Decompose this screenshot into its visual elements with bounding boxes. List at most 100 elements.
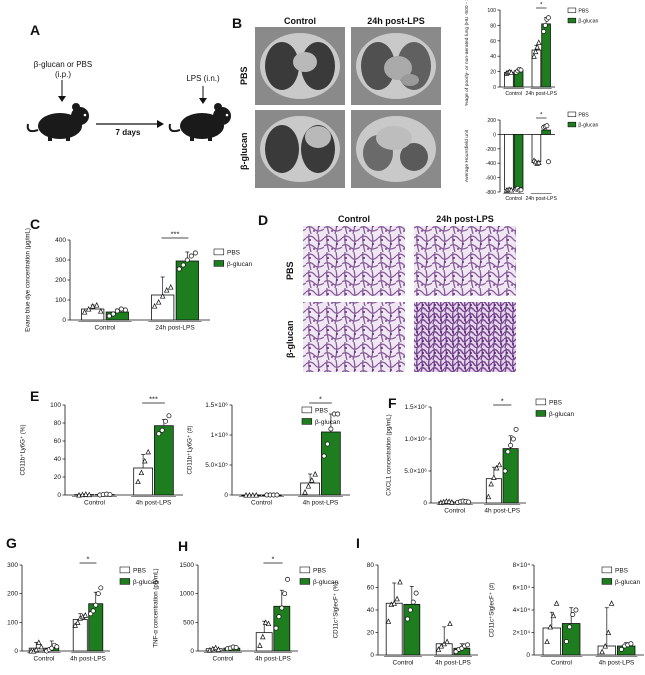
y-tick-label: 1×10⁶	[211, 432, 229, 439]
x-tick-label: Control	[551, 660, 573, 667]
legend-swatch-pbs	[535, 398, 547, 406]
data-point-bglucan	[110, 311, 116, 317]
data-point-pbs	[97, 308, 104, 314]
panel-letter-h: H	[178, 538, 189, 554]
y-tick-label: 60	[367, 585, 375, 592]
data-point-bglucan	[163, 418, 169, 424]
chart-g: 0100200300IL-6 concentration (pg/mL)Cont…	[7, 555, 158, 663]
data-point-pbs	[534, 43, 540, 50]
legend-swatch-pbs	[119, 566, 131, 574]
legend-label-bglucan: β-glucan	[578, 19, 598, 25]
data-point-bglucan	[570, 612, 576, 617]
data-point-pbs	[163, 287, 170, 293]
x-tick-label: Control	[505, 91, 522, 97]
data-point-bglucan	[274, 492, 280, 498]
y-tick-label: 4×10⁴	[513, 607, 531, 614]
chart-i2: 0 2×10⁴ 4×10⁴ 6×10⁴ 8×10⁴ CD11c⁺SiglecF⁺ (#) C…	[489, 562, 644, 667]
histology-column-header-lps: 24h post-LPS	[436, 214, 494, 224]
panel-letter-b: B	[232, 15, 243, 31]
data-point-pbs	[493, 464, 500, 471]
histology-column-header-control: Control	[338, 214, 370, 224]
data-point-pbs	[36, 639, 42, 645]
y-tick-label: 20	[490, 70, 496, 76]
data-point-bglucan	[176, 266, 182, 272]
ct-image-pbs-lps	[351, 27, 441, 105]
y-tick-label: 60	[490, 39, 496, 45]
y-tick-label: -800	[486, 190, 496, 196]
data-point-pbs	[547, 623, 554, 630]
data-point-pbs	[215, 646, 222, 652]
data-point-pbs	[394, 595, 400, 602]
schematic-challenge-label: LPS (i.n.)	[186, 74, 220, 83]
data-point-pbs	[536, 159, 542, 166]
y-tick-label: 80	[490, 23, 496, 29]
bar-pbs	[531, 133, 542, 163]
x-tick-label: Control	[251, 500, 273, 507]
chart-c: 0 100 200 300 400 Evans blue dye concentratio…	[25, 228, 253, 332]
data-point-bglucan	[180, 262, 186, 268]
y-axis-label: TNF-α concentration (pg/mL)	[153, 568, 160, 647]
legend-swatch-bglucan	[535, 410, 547, 417]
data-point-pbs	[167, 284, 174, 290]
bar-pbs	[485, 478, 502, 504]
data-point-bglucan	[405, 616, 410, 622]
legend-label-pbs: PBS	[578, 8, 589, 14]
schematic-timeline-arrowhead	[157, 120, 164, 128]
x-tick-label: 4h post-LPS	[136, 500, 172, 507]
data-point-pbs	[550, 612, 557, 619]
y-tick-label: 100	[50, 402, 61, 409]
data-point-pbs	[253, 492, 259, 498]
y-tick-label: 300	[55, 257, 66, 264]
data-point-pbs	[93, 302, 100, 308]
ct-column-header-lps: 24h post-LPS	[367, 16, 425, 26]
significance-label: ***	[149, 395, 158, 404]
y-tick-label: 0	[493, 132, 496, 138]
panel-letter-e: E	[30, 388, 40, 404]
data-point-pbs	[151, 303, 158, 309]
bar-bglucan	[154, 425, 174, 496]
data-point-bglucan	[563, 639, 569, 644]
y-tick-label: 0	[14, 648, 18, 655]
data-point-pbs	[391, 600, 397, 606]
data-point-pbs	[89, 303, 96, 309]
data-point-pbs	[599, 648, 605, 655]
y-axis-label: CD11c⁺SiglecF⁺ (#)	[489, 583, 496, 638]
data-point-pbs	[72, 622, 78, 628]
histology-pbs-control	[303, 226, 405, 296]
legend-swatch-bglucan	[299, 578, 311, 585]
y-tick-label: -400	[486, 161, 496, 167]
y-tick-label: 1.5×10⁷	[405, 404, 428, 411]
y-tick-label: 20	[367, 630, 375, 637]
x-tick-label: 24h post-LPS	[526, 196, 558, 202]
schematic-treatment-label: β-glucan or PBS (i.p.)	[22, 60, 104, 80]
data-point-bglucan	[166, 413, 172, 419]
x-tick-label: 4h post-LPS	[70, 656, 106, 663]
significance-label: ***	[171, 230, 180, 239]
legend-swatch-pbs	[567, 111, 577, 117]
data-point-pbs	[82, 612, 89, 618]
data-point-pbs	[544, 638, 550, 645]
y-tick-label: 5.0×10⁵	[205, 462, 228, 469]
legend-label-pbs: PBS	[313, 568, 327, 575]
y-axis-label: CD11b⁺Ly6G⁺ (%)	[20, 425, 27, 476]
chart-b2: -800 -600 -400 -200 0 200 Average Hounsfield u…	[464, 112, 599, 203]
data-point-bglucan	[233, 645, 239, 651]
data-point-pbs	[76, 492, 82, 498]
data-point-bglucan	[618, 646, 624, 652]
legend-label-bglucan: β-glucan	[313, 579, 338, 586]
data-point-bglucan	[184, 257, 190, 263]
chart-h: 0 500 1000 1500 TNF-α concentration (pg/mL) C…	[153, 555, 339, 663]
data-point-pbs	[302, 489, 308, 495]
x-tick-label: 4h post-LPS	[255, 656, 291, 663]
data-point-bglucan	[192, 250, 198, 256]
y-tick-label: 400	[55, 237, 66, 244]
histology-row-label-pbs: PBS	[285, 261, 295, 280]
data-point-bglucan	[541, 29, 547, 35]
legend-swatch-pbs	[299, 566, 311, 574]
x-tick-label: 24h post-LPS	[155, 325, 195, 332]
data-point-pbs	[86, 491, 92, 498]
legend-swatch-bglucan	[567, 17, 577, 24]
y-tick-label: 6×10⁴	[513, 585, 531, 592]
y-tick-label: 40	[367, 607, 375, 614]
bar-pbs	[385, 602, 403, 656]
